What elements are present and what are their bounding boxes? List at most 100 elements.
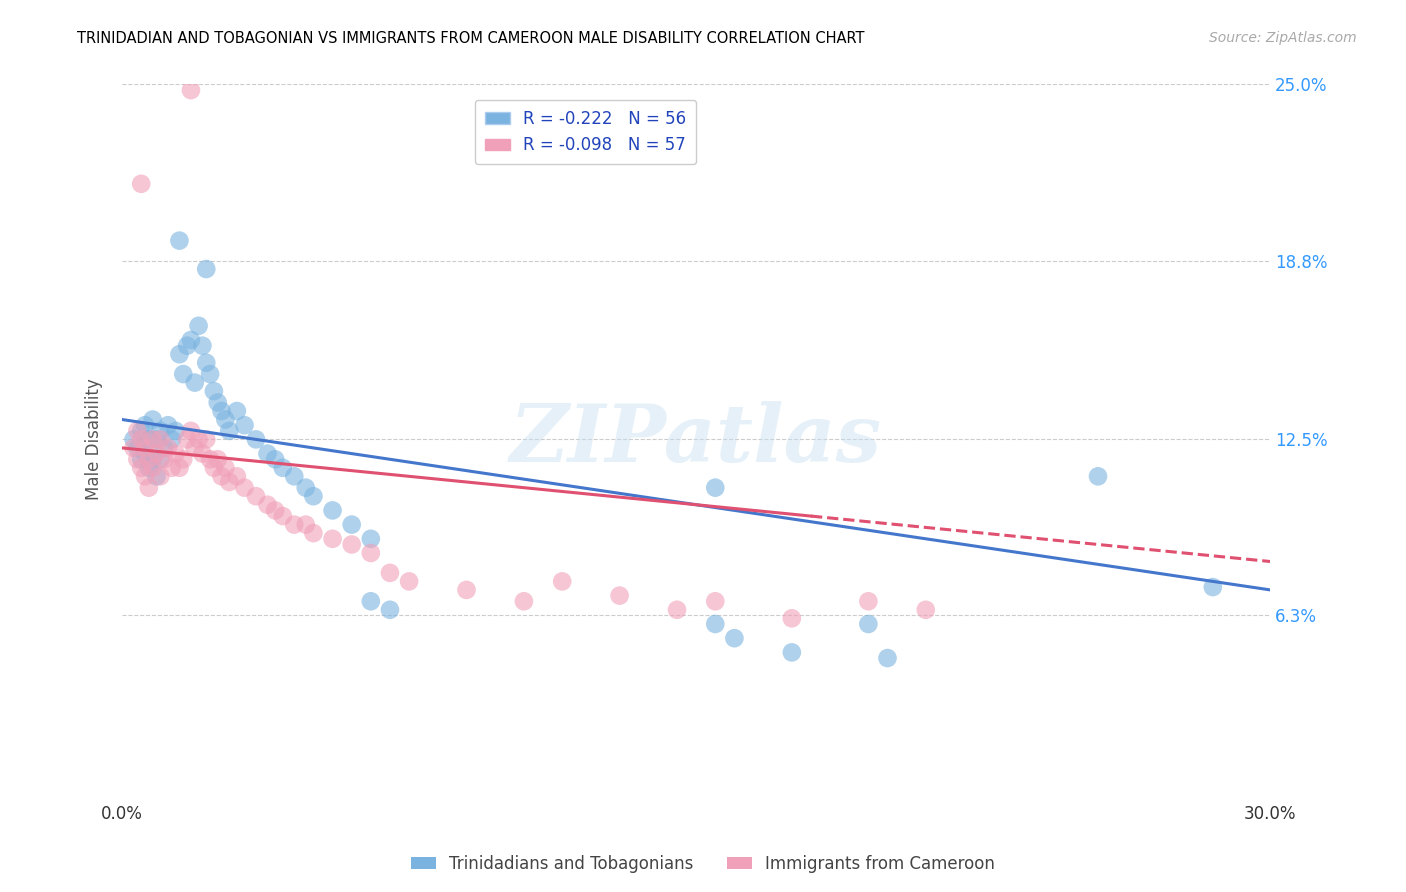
Point — [551, 574, 574, 589]
Point — [149, 469, 172, 483]
Point — [609, 589, 631, 603]
Point — [142, 433, 165, 447]
Point — [180, 83, 202, 97]
Point — [180, 333, 202, 347]
Point — [169, 234, 191, 248]
Point — [184, 376, 207, 390]
Point — [211, 469, 233, 483]
Point — [142, 460, 165, 475]
Point — [322, 503, 344, 517]
Point — [169, 460, 191, 475]
Point — [666, 603, 689, 617]
Point — [195, 356, 218, 370]
Point — [225, 404, 247, 418]
Point — [129, 460, 152, 475]
Point — [211, 404, 233, 418]
Point — [127, 441, 149, 455]
Point — [398, 574, 420, 589]
Point — [142, 412, 165, 426]
Point — [360, 546, 382, 560]
Text: Source: ZipAtlas.com: Source: ZipAtlas.com — [1209, 31, 1357, 45]
Point — [153, 441, 176, 455]
Point — [129, 424, 152, 438]
Point — [271, 460, 294, 475]
Point — [858, 617, 880, 632]
Point — [180, 424, 202, 438]
Point — [195, 433, 218, 447]
Point — [858, 594, 880, 608]
Point — [245, 433, 267, 447]
Point — [149, 452, 172, 467]
Point — [127, 452, 149, 467]
Point — [165, 447, 187, 461]
Point — [184, 441, 207, 455]
Point — [780, 611, 803, 625]
Point — [233, 481, 256, 495]
Point — [1087, 469, 1109, 483]
Point — [283, 469, 305, 483]
Point — [160, 460, 183, 475]
Point — [704, 617, 727, 632]
Point — [225, 469, 247, 483]
Point — [138, 460, 160, 475]
Point — [134, 469, 156, 483]
Point — [340, 517, 363, 532]
Point — [271, 509, 294, 524]
Point — [218, 424, 240, 438]
Point — [156, 441, 179, 455]
Point — [378, 566, 401, 580]
Point — [191, 339, 214, 353]
Point — [360, 532, 382, 546]
Point — [172, 452, 194, 467]
Point — [149, 424, 172, 438]
Point — [207, 395, 229, 409]
Point — [138, 433, 160, 447]
Point — [187, 433, 209, 447]
Point — [1202, 580, 1225, 594]
Point — [294, 517, 316, 532]
Point — [198, 367, 221, 381]
Text: ZIPatlas: ZIPatlas — [510, 401, 882, 478]
Point — [876, 651, 898, 665]
Point — [145, 469, 167, 483]
Point — [914, 603, 936, 617]
Y-axis label: Male Disability: Male Disability — [86, 378, 103, 500]
Point — [129, 177, 152, 191]
Point — [129, 433, 152, 447]
Point — [149, 433, 172, 447]
Point — [165, 424, 187, 438]
Point — [127, 424, 149, 438]
Point — [704, 481, 727, 495]
Point — [176, 433, 198, 447]
Point — [156, 418, 179, 433]
Point — [264, 452, 287, 467]
Point — [129, 452, 152, 467]
Point — [176, 339, 198, 353]
Point — [218, 475, 240, 489]
Point — [142, 452, 165, 467]
Point — [134, 418, 156, 433]
Point — [172, 367, 194, 381]
Point — [245, 489, 267, 503]
Point — [138, 481, 160, 495]
Legend: Trinidadians and Tobagonians, Immigrants from Cameroon: Trinidadians and Tobagonians, Immigrants… — [404, 848, 1002, 880]
Point — [169, 347, 191, 361]
Point — [202, 384, 225, 398]
Text: TRINIDADIAN AND TOBAGONIAN VS IMMIGRANTS FROM CAMEROON MALE DISABILITY CORRELATI: TRINIDADIAN AND TOBAGONIAN VS IMMIGRANTS… — [77, 31, 865, 46]
Point — [302, 526, 325, 541]
Point — [723, 631, 745, 645]
Point — [202, 460, 225, 475]
Point — [302, 489, 325, 503]
Point — [340, 537, 363, 551]
Point — [214, 460, 236, 475]
Point — [780, 645, 803, 659]
Point — [256, 498, 278, 512]
Point — [322, 532, 344, 546]
Point — [207, 452, 229, 467]
Legend: R = -0.222   N = 56, R = -0.098   N = 57: R = -0.222 N = 56, R = -0.098 N = 57 — [475, 100, 696, 164]
Point — [191, 447, 214, 461]
Point — [233, 418, 256, 433]
Point — [214, 412, 236, 426]
Point — [294, 481, 316, 495]
Point — [264, 503, 287, 517]
